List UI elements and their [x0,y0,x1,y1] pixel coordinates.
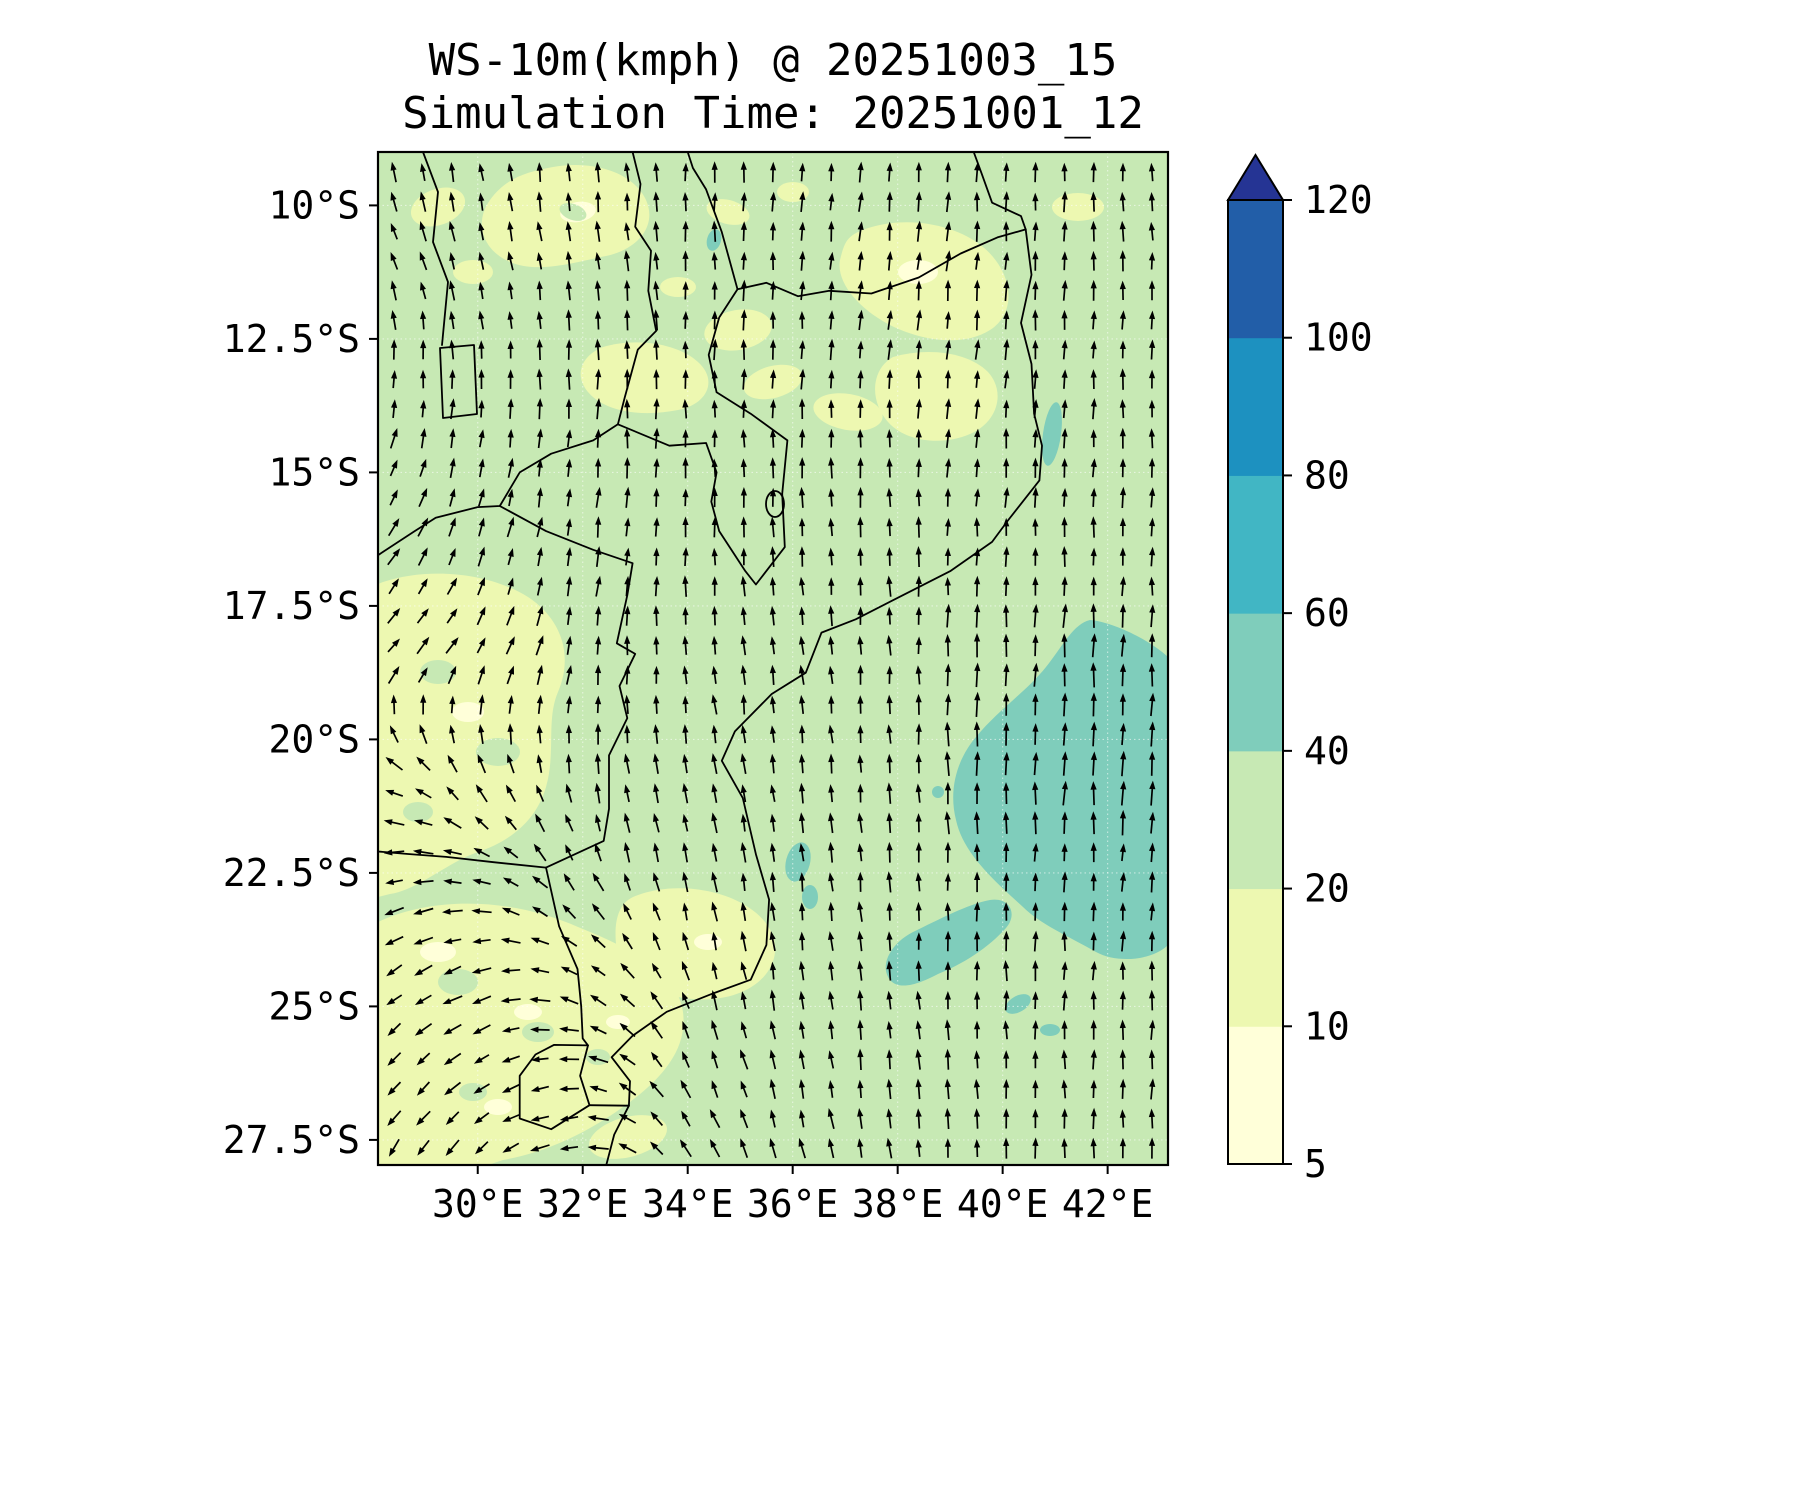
colorbar-segment [1228,475,1283,614]
colorbar-outline [1227,199,1284,1165]
x-tick-label: 42°E [1062,1182,1154,1226]
colorbar-segment [1228,1026,1283,1165]
chart-subtitle: Simulation Time: 20251001_12 [402,88,1144,139]
y-tick-label: 27.5°S [223,1118,360,1162]
zambia-drc-border [422,152,449,346]
x-tick-label: 36°E [747,1182,839,1226]
lowest-wind-patch [452,702,484,722]
border-to-coast [588,1104,630,1107]
mid-wind-speckle [420,660,456,684]
colorbar-tick-label: 60 [1304,591,1350,635]
colorbar-body [1226,153,1285,1165]
colorbar-tick-label: 5 [1304,1142,1327,1186]
colorbar-segment [1228,888,1283,1027]
high-wind-patch [1005,994,1031,1014]
map-plot: 30°E 32°E 34°E 36°E 38°E 40°E 42°E 10°S 12.5°S 15… [223,150,1170,1226]
y-tick-label: 17.5°S [223,584,360,628]
eswatini-border [518,1044,591,1131]
high-wind-patch [1040,1024,1060,1036]
axis-ticks [369,204,1109,1174]
low-wind-patch [704,309,772,351]
low-wind-patch [1052,193,1104,221]
colorbar-tick-label: 80 [1304,453,1350,497]
low-wind-patch [875,352,998,441]
lowest-wind-patch [420,942,456,962]
y-tick-label: 20°S [268,717,360,761]
colorbar-segment [1228,337,1283,476]
low-wind-patch [589,1115,667,1159]
y-tick-label: 22.5°S [223,851,360,895]
colorbar-tick-label: 100 [1304,316,1373,360]
pedicle-border [439,344,478,419]
lowest-wind-patch [694,934,722,950]
plot-frame [376,150,1170,1167]
limpopo-border [378,850,547,869]
lake-malawi-patch [706,229,722,251]
colorbar-tick-label: 20 [1304,867,1350,911]
colorbar-segment [1228,750,1283,890]
colorbar: 5 10 20 40 60 80 100 120 [1226,153,1373,1186]
high-wind-patch-coastal [785,842,811,882]
mid-wind-speckle [559,203,587,221]
mid-wind-speckle [438,969,478,995]
lowest-wind-patch [484,1099,512,1115]
title-block: WS-10m(kmph) @ 20251003_15 Simulation Ti… [378,34,1168,140]
colorbar-segment [1228,613,1283,752]
high-wind-patch [932,786,944,798]
wind-arrow-shafts [387,167,1154,1159]
mozambique-southafrica-border [545,866,589,1047]
low-wind-patch [453,260,493,284]
low-wind-patch [660,277,696,297]
lake-chilwa-outline [765,490,785,518]
y-tick-label: 10°S [268,183,360,227]
mid-wind-speckle [459,1083,487,1101]
wind-arrows [383,161,1156,1159]
mid-wind-speckle [403,802,433,822]
lowest-wind-patch [514,1004,542,1020]
coastlines-and-borders [378,152,1043,1165]
y-tick-label: 15°S [268,450,360,494]
colorbar-tick-label: 40 [1304,729,1350,773]
high-wind-patch-coastal [1042,402,1062,466]
malawi-border [617,152,789,586]
x-tick-label: 40°E [957,1182,1049,1226]
y-tick-label: 12.5°S [223,317,360,361]
high-wind-patch-coastal [802,885,818,909]
colorbar-over-arrow [1226,153,1285,201]
chart-title: WS-10m(kmph) @ 20251003_15 [428,35,1118,86]
axis-labels: 30°E 32°E 34°E 36°E 38°E 40°E 42°E 10°S 12.5°S 15… [223,183,1154,1226]
mozambique-coastline [605,228,1043,1165]
ruvuma-border [686,152,1027,298]
x-tick-label: 30°E [432,1182,524,1226]
x-tick-label: 32°E [537,1182,629,1226]
y-tick-label: 25°S [268,984,360,1028]
low-wind-patch [580,342,709,414]
colorbar-tick-label: 120 [1304,178,1373,222]
colorbar-tick-label: 10 [1304,1004,1350,1048]
x-tick-label: 38°E [852,1182,944,1226]
lowest-wind-patch [898,260,938,284]
x-tick-label: 34°E [642,1182,734,1226]
colorbar-ticks: 5 10 20 40 60 80 100 120 [1283,178,1373,1186]
mozambique-zimbabwe-border [498,505,637,869]
colorbar-segment [1228,200,1283,339]
